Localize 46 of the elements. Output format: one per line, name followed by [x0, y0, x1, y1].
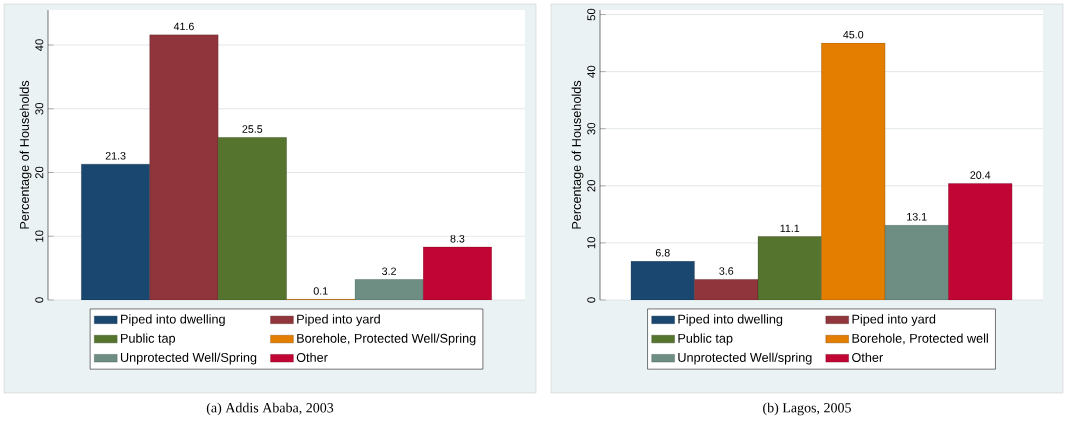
legend-label: Piped into dwelling: [121, 314, 225, 327]
text: (a) Addis Ababa, 2003: [206, 402, 334, 416]
y-axis-title: Percentage of Households: [19, 80, 32, 229]
bar: [354, 279, 424, 300]
y-tick-label: 20: [35, 166, 44, 179]
bar: [694, 279, 759, 300]
y-tick-label: 10: [587, 237, 596, 249]
legend-label: Borehole, Protected Well/Spring: [297, 333, 476, 346]
y-tick-label: 50: [587, 8, 596, 21]
data-label: 45.0: [843, 30, 864, 39]
y-tick-label: 20: [587, 179, 596, 192]
data-label: 41.6: [173, 22, 194, 31]
data-label: 25.5: [242, 125, 263, 133]
legend-label: Public tap: [121, 333, 176, 346]
legend-label: Piped into yard: [852, 314, 936, 327]
data-label: 20.4: [970, 171, 991, 179]
bar: [821, 42, 886, 300]
text: (b) Lagos, 2005: [763, 402, 851, 416]
data-label: 13.1: [907, 213, 927, 221]
legend-label: Unprotected Well/Spring: [120, 352, 257, 365]
legend-label: Public tap: [678, 333, 733, 346]
y-tick-label: 30: [35, 102, 44, 115]
legend-label: Other: [852, 352, 883, 362]
data-label: 8.3: [450, 234, 465, 243]
bar: [217, 137, 287, 300]
data-label: 0.1: [313, 287, 328, 295]
bar: [757, 236, 822, 300]
bar: [884, 225, 949, 300]
legend-label: Unprotected Well/spring: [678, 352, 812, 365]
y-axis-title: Percentage of Households: [571, 80, 584, 229]
y-tick-label: 40: [587, 65, 596, 78]
data-label: 3.6: [719, 267, 734, 275]
bar: [423, 246, 492, 300]
data-label: 6.8: [655, 248, 670, 257]
y-tick-label: 40: [35, 39, 44, 52]
legend-label: Other: [296, 352, 328, 362]
y-tick-label: 30: [587, 122, 596, 135]
data-label: 3.2: [382, 267, 396, 275]
legend-label: Borehole, Protected well: [852, 333, 988, 345]
y-tick-label: 0: [587, 297, 596, 303]
data-label: 21.3: [105, 152, 126, 160]
y-tick-label: 10: [35, 230, 44, 242]
y-tick-label: 0: [35, 297, 44, 303]
legend-label: Piped into yard: [297, 314, 380, 327]
data-label: 11.1: [780, 224, 800, 232]
legend-label: Piped into dwelling: [678, 314, 783, 327]
